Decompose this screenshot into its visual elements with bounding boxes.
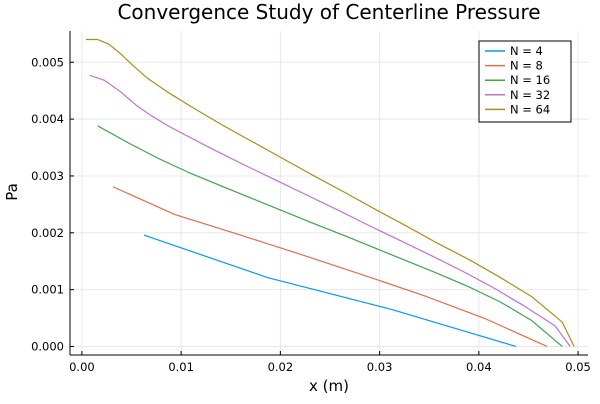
- y-tick-label: 0.003: [31, 169, 64, 183]
- x-tick-label: 0.04: [466, 360, 492, 374]
- y-axis-label: Pa: [3, 183, 21, 201]
- series-lines: [85, 38, 575, 348]
- x-tick-label: 0.05: [565, 360, 591, 374]
- x-tick-label: 0.01: [168, 360, 194, 374]
- series-line-5: [85, 38, 575, 347]
- tick-labels: 0.00 0.01 0.02 0.03 0.04 0.05 0.000 0.001 0.002 0…: [31, 55, 591, 374]
- series-line-2: [112, 186, 548, 348]
- y-tick-label: 0.004: [31, 112, 64, 126]
- y-tick-label: 0.002: [31, 226, 64, 240]
- legend-label: N = 4: [510, 44, 543, 58]
- chart-title: Convergence Study of Centerline Pressure: [117, 0, 540, 24]
- legend-box: [478, 40, 572, 123]
- y-tick-label: 0.001: [31, 283, 64, 297]
- x-tick-label: 0.02: [268, 360, 294, 374]
- axes: [69, 31, 588, 356]
- x-tick-label: 0.03: [367, 360, 393, 374]
- series-line-1: [143, 234, 517, 348]
- y-tick-label: 0.005: [31, 55, 64, 69]
- y-tick-label: 0.000: [31, 339, 64, 353]
- series-line-4: [89, 74, 571, 347]
- legend-label: N = 64: [510, 102, 550, 116]
- x-tick-label: 0.00: [69, 360, 95, 374]
- legend-label: N = 16: [510, 73, 550, 87]
- legend: N = 4N = 8N = 16N = 32N = 64: [478, 40, 572, 123]
- series-line-3: [97, 125, 563, 347]
- legend-label: N = 8: [510, 59, 543, 73]
- x-axis-label: x (m): [309, 377, 349, 395]
- legend-label: N = 32: [510, 88, 550, 102]
